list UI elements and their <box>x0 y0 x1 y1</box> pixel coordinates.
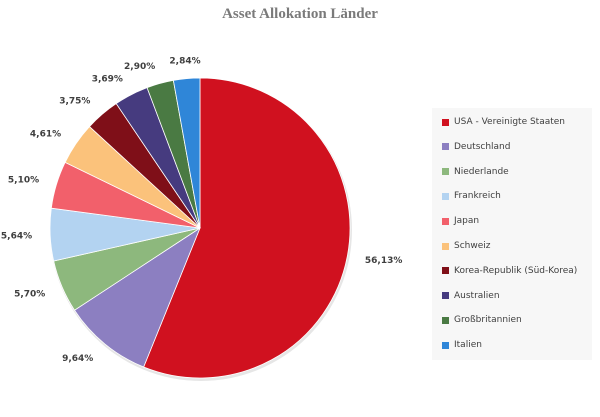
legend-item-1[interactable]: USA - Vereinigte Staaten <box>442 116 565 128</box>
legend-item-7[interactable]: Korea-Republik (Süd-Korea) <box>442 265 577 277</box>
slice-value-label-2: 9,64% <box>62 354 93 364</box>
legend-label-4: Frankreich <box>454 191 501 202</box>
legend-item-3[interactable]: Niederlande <box>442 166 509 178</box>
slice-value-label-7: 3,75% <box>59 97 90 107</box>
legend-label-6: Schweiz <box>454 241 491 251</box>
pie-slice-2[interactable] <box>73 226 201 368</box>
legend-swatch-2 <box>442 143 449 151</box>
legend-label-5: Japan <box>454 216 480 227</box>
legend-item-2[interactable]: Deutschland <box>442 141 510 153</box>
legend-swatch-6 <box>442 242 449 250</box>
legend-item-8[interactable]: Australien <box>442 290 500 302</box>
legend-swatch-1 <box>442 118 449 126</box>
legend-label-10: Italien <box>454 340 482 351</box>
slice-value-label-10: 2,84% <box>169 57 200 67</box>
legend-swatch-5 <box>442 217 449 225</box>
pie-slice-1[interactable] <box>143 77 351 379</box>
legend-item-10[interactable]: Italien <box>442 339 482 351</box>
slice-value-label-3: 5,70% <box>14 290 45 300</box>
legend-swatch-8 <box>442 292 449 300</box>
legend-item-6[interactable]: Schweiz <box>442 240 491 252</box>
legend-swatch-10 <box>442 341 449 349</box>
legend-item-9[interactable]: Großbritannien <box>442 314 522 326</box>
pie-slice-10[interactable] <box>172 77 201 229</box>
legend-label-3: Niederlande <box>454 166 509 177</box>
legend-label-2: Deutschland <box>454 141 511 152</box>
slice-value-label-8: 3,69% <box>92 75 123 85</box>
slice-value-label-4: 5,64% <box>1 231 32 241</box>
legend-label-9: Großbritannien <box>454 315 522 326</box>
slice-value-label-5: 5,10% <box>8 176 39 186</box>
chart-title: Asset Allokation Länder <box>222 6 378 22</box>
legend-label-1: USA - Vereinigte Staaten <box>454 117 566 127</box>
legend-swatch-7 <box>442 267 449 275</box>
slice-value-label-6: 4,61% <box>30 129 61 139</box>
legend-swatch-9 <box>442 316 449 324</box>
legend-item-5[interactable]: Japan <box>442 215 479 227</box>
chart-legend: USA - Vereinigte Staaten Deutschland Niede… <box>432 108 592 360</box>
legend-swatch-4 <box>442 192 449 200</box>
legend-item-4[interactable]: Frankreich <box>442 190 501 202</box>
legend-label-8: Australien <box>454 290 500 301</box>
slice-value-label-9: 2,90% <box>124 62 155 72</box>
legend-swatch-3 <box>442 168 449 176</box>
slice-value-label-1: 56,13% <box>365 256 403 266</box>
legend-label-7: Korea-Republik (Süd-Korea) <box>454 265 578 276</box>
